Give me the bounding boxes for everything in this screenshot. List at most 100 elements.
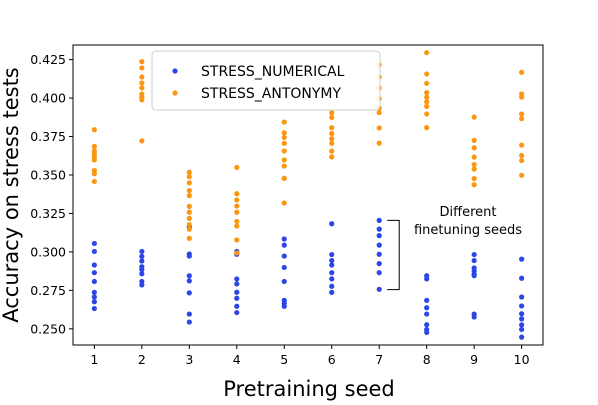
data-point-numerical-47 (329, 283, 335, 289)
data-point-numerical-34 (281, 242, 287, 248)
data-point-antonymy-47 (329, 110, 335, 116)
legend-label-numerical: STRESS_NUMERICAL (201, 64, 345, 80)
data-point-antonymy-73 (471, 137, 477, 143)
y-tick-label: 0.375 (30, 129, 66, 144)
data-point-numerical-79 (519, 322, 525, 328)
data-point-numerical-64 (424, 329, 430, 335)
data-point-numerical-66 (471, 257, 477, 264)
data-point-numerical-29 (234, 289, 240, 295)
data-point-numerical-59 (424, 297, 430, 303)
data-point-numerical-49 (376, 217, 382, 223)
data-point-antonymy-49 (329, 125, 335, 131)
data-point-antonymy-25 (186, 215, 192, 221)
data-point-numerical-65 (471, 251, 477, 258)
x-axis-label: Pretraining seed (223, 377, 395, 401)
y-tick-label: 0.300 (30, 244, 66, 259)
data-point-antonymy-86 (519, 153, 525, 159)
data-point-antonymy-64 (424, 71, 430, 77)
data-point-numerical-42 (329, 251, 335, 258)
data-point-antonymy-82 (519, 94, 525, 100)
data-point-antonymy-60 (376, 109, 382, 116)
data-point-antonymy-69 (424, 103, 430, 109)
data-point-antonymy-66 (424, 89, 430, 96)
data-point-numerical-27 (234, 276, 240, 282)
y-tick-label: 0.250 (30, 321, 66, 336)
series-stress-numerical (91, 217, 525, 340)
legend: STRESS_NUMERICAL STRESS_ANTONYMY (151, 50, 381, 111)
data-point-antonymy-43 (281, 157, 287, 163)
data-point-antonymy-45 (281, 175, 287, 181)
data-point-numerical-62 (424, 322, 430, 328)
data-point-antonymy-1 (91, 143, 97, 149)
data-point-antonymy-0 (91, 127, 97, 133)
x-tick-label: 1 (90, 352, 98, 367)
data-point-antonymy-76 (471, 161, 477, 168)
data-point-antonymy-44 (281, 163, 287, 169)
data-point-numerical-4 (91, 278, 97, 285)
y-tick-label: 0.275 (30, 283, 66, 298)
data-point-numerical-48 (329, 289, 335, 295)
data-point-numerical-14 (139, 271, 145, 277)
y-axis-label: Accuracy on stress tests (0, 67, 23, 322)
data-point-numerical-10 (139, 253, 145, 259)
y-tick-label: 0.325 (30, 206, 66, 221)
data-point-numerical-44 (329, 262, 335, 268)
data-point-antonymy-87 (519, 157, 525, 164)
data-point-antonymy-42 (281, 148, 287, 154)
data-point-antonymy-74 (471, 145, 477, 151)
data-point-numerical-3 (91, 270, 97, 276)
data-point-antonymy-16 (139, 97, 145, 103)
data-point-antonymy-20 (186, 180, 192, 186)
data-point-antonymy-38 (281, 119, 287, 125)
data-point-antonymy-75 (471, 154, 477, 160)
data-point-numerical-45 (329, 270, 335, 276)
data-point-numerical-77 (519, 311, 525, 317)
data-point-numerical-24 (186, 319, 192, 325)
data-point-numerical-56 (376, 286, 382, 292)
data-point-numerical-30 (234, 295, 240, 301)
data-point-antonymy-53 (329, 148, 335, 154)
series-stress-antonymy (91, 50, 525, 256)
data-point-numerical-36 (281, 264, 287, 271)
x-tick-label: 4 (233, 352, 241, 367)
data-point-numerical-35 (281, 253, 287, 259)
data-point-numerical-5 (91, 289, 97, 295)
data-point-numerical-16 (139, 282, 145, 288)
data-point-numerical-23 (186, 311, 192, 317)
data-point-antonymy-83 (519, 111, 525, 117)
data-point-antonymy-77 (471, 166, 477, 172)
data-point-numerical-31 (234, 303, 240, 309)
data-point-antonymy-8 (91, 178, 97, 185)
data-point-antonymy-51 (329, 136, 335, 142)
data-point-antonymy-28 (186, 235, 192, 241)
data-point-numerical-28 (234, 281, 240, 287)
data-point-antonymy-32 (234, 203, 240, 209)
x-tick-label: 9 (470, 352, 478, 367)
data-point-numerical-37 (281, 278, 287, 285)
x-tick-label: 3 (185, 352, 193, 367)
data-point-numerical-61 (424, 311, 430, 317)
data-point-numerical-22 (186, 290, 192, 296)
data-point-numerical-43 (329, 257, 335, 264)
data-point-numerical-72 (471, 314, 477, 320)
data-point-numerical-58 (424, 276, 430, 282)
data-point-antonymy-48 (329, 114, 335, 121)
y-axis-ticks: 0.250 0.275 0.300 0.325 0.350 0.375 0.400 0.425 (30, 52, 73, 336)
data-point-numerical-20 (186, 273, 192, 279)
data-point-numerical-51 (376, 233, 382, 239)
data-point-antonymy-41 (281, 140, 287, 146)
legend-marker-antonymy (172, 90, 178, 96)
data-point-numerical-41 (329, 221, 335, 227)
data-point-numerical-7 (91, 299, 97, 305)
x-tick-label: 6 (328, 352, 336, 367)
annotation: Different finetuning seeds (387, 205, 522, 291)
data-point-antonymy-65 (424, 80, 430, 86)
x-tick-label: 10 (514, 352, 530, 367)
data-point-numerical-9 (139, 248, 145, 255)
legend-label-antonymy: STRESS_ANTONYMY (201, 86, 342, 102)
data-point-antonymy-5 (91, 157, 97, 163)
data-point-numerical-33 (281, 236, 287, 242)
data-point-numerical-81 (519, 334, 525, 340)
data-point-antonymy-67 (424, 94, 430, 100)
data-point-antonymy-37 (234, 250, 240, 256)
